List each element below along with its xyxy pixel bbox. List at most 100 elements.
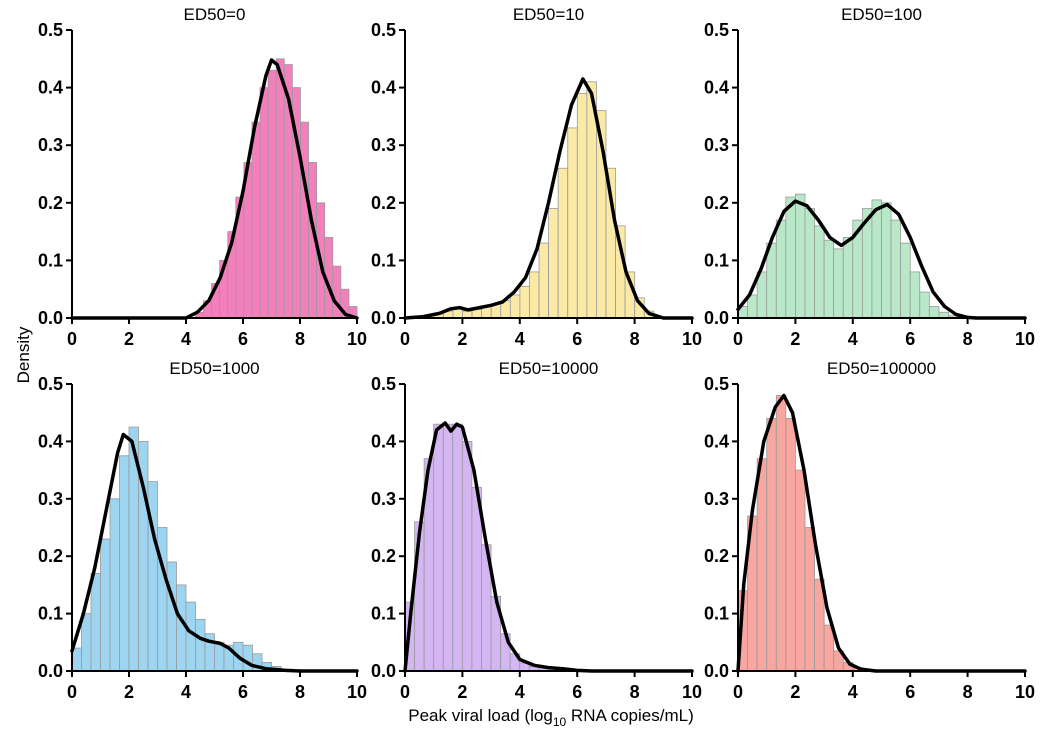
histogram-bar [332,265,342,319]
histogram-bar [871,199,882,319]
x-tick-label: 6 [905,329,915,349]
x-tick-label: 10 [1015,682,1035,702]
histogram-bar [176,584,187,672]
histogram-bar [775,395,787,672]
histogram-bar [919,291,930,319]
histogram-bar [804,527,815,672]
y-tick-label: 0.5 [704,20,729,40]
y-tick-label: 0.2 [38,193,63,213]
histogram-bar [471,308,483,319]
y-tick-label: 0.1 [704,250,729,270]
x-tick-label: 0 [733,682,743,702]
y-tick-label: 0.3 [371,489,396,509]
histogram-bar [795,193,806,319]
x-tick-label: 4 [181,329,191,349]
histogram-bar [900,242,911,319]
panel-title: ED50=10000 [499,359,599,378]
y-tick-label: 0.0 [38,308,63,328]
histogram-bar [814,225,825,319]
y-tick-label: 0.5 [38,374,63,394]
histogram-bar [119,455,130,672]
x-tick-label: 8 [963,682,973,702]
x-tick-label: 4 [848,329,858,349]
x-tick-label: 10 [347,682,367,702]
y-tick-label: 0.1 [371,604,396,624]
density-curve [403,77,694,320]
x-axis-title-prefix: Peak viral load (log [408,706,553,725]
histogram-bar [462,310,473,319]
histogram-bar [461,440,473,672]
density-curve [736,393,1027,673]
panel-4: 0.0 0.1 0.2 0.3 0.4 0.5 0 2 4 6 8 10 ED50=1000 [38,359,367,702]
histogram-bar [842,236,854,319]
histogram-bar [275,58,285,319]
panel-6: 0.0 0.1 0.2 0.3 0.4 0.5 0 2 4 6 8 10 ED50=100000 [704,359,1035,702]
histogram-bar [195,618,206,672]
histogram-bar [557,167,569,319]
histogram-bar [756,271,768,319]
panel-3: 0.0 0.1 0.2 0.3 0.4 0.5 0 2 4 6 8 10 ED50=100 [704,5,1035,349]
panels: 0.0 0.1 0.2 0.3 0.4 0.5 0 2 4 6 8 10 ED50=0 0.0 0.1 0.2… [38,5,1035,702]
panel-title: ED50=1000 [169,359,259,378]
x-tick-label: 0 [400,329,410,349]
x-tick-label: 6 [238,329,248,349]
density-curve [70,432,359,673]
x-tick-label: 6 [238,682,248,702]
x-tick-label: 6 [905,682,915,702]
y-tick-label: 0.4 [38,78,63,98]
histogram-bar [785,196,796,319]
panel-2: 0.0 0.1 0.2 0.3 0.4 0.5 0 2 4 6 8 10 ED50=10 [371,5,702,349]
y-tick-label: 0.3 [38,135,63,155]
x-axis-title-suffix: RNA copies/mL) [566,706,694,725]
histogram-bar [267,69,277,319]
y-tick-label: 0.0 [38,661,63,681]
y-tick-label: 0.2 [371,546,396,566]
x-tick-label: 2 [790,329,800,349]
x-tick-label: 10 [1015,329,1035,349]
histogram-bar [242,644,253,672]
panel-title: ED50=100 [841,5,922,24]
x-tick-label: 2 [457,329,467,349]
histogram-bar [795,469,806,672]
density-curve [736,199,1027,320]
y-tick-label: 0.0 [371,661,396,681]
histogram-bar [442,423,454,672]
x-tick-label: 4 [181,682,191,702]
histogram-bar [81,613,92,672]
histogram-bar [890,219,902,319]
y-tick-label: 0.4 [371,78,396,98]
x-tick-label: 10 [682,329,702,349]
panel-5: 0.0 0.1 0.2 0.3 0.4 0.5 0 2 4 6 8 10 ED50=10000 [371,359,702,702]
histogram-bar [766,418,777,672]
y-tick-label: 0.3 [38,489,63,509]
y-tick-label: 0.0 [704,661,729,681]
x-tick-label: 8 [295,329,305,349]
y-tick-label: 0.4 [371,431,396,451]
y-tick-label: 0.1 [38,604,63,624]
histogram-bar [804,208,815,319]
x-tick-label: 0 [67,329,77,349]
y-tick-label: 0.3 [371,135,396,155]
y-tick-label: 0.2 [704,193,729,213]
y-tick-label: 0.5 [704,374,729,394]
y-axis-title: Density [14,326,33,383]
x-tick-label: 0 [400,682,410,702]
y-tick-label: 0.4 [38,431,63,451]
y-tick-label: 0.2 [371,193,396,213]
x-tick-label: 4 [515,682,525,702]
histogram-bar [909,271,921,319]
y-tick-label: 0.2 [38,546,63,566]
x-tick-label: 0 [733,329,743,349]
y-tick-label: 0.0 [371,308,396,328]
x-tick-label: 2 [124,682,134,702]
y-tick-label: 0.4 [704,78,729,98]
histogram-bar [300,121,309,319]
histogram-bar [538,242,549,319]
density-curve [403,421,694,673]
y-tick-label: 0.3 [704,135,729,155]
histogram-bar [529,271,540,319]
x-tick-label: 6 [572,329,582,349]
x-tick-label: 10 [347,329,367,349]
histogram-bar [109,498,120,672]
